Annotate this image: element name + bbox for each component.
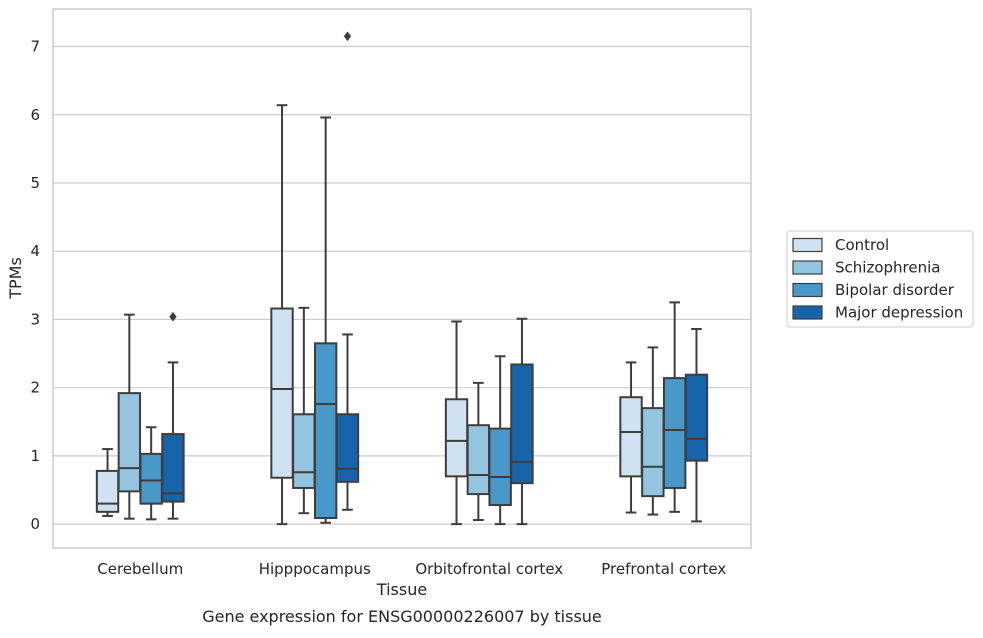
outlier-marker (343, 31, 352, 42)
box-iqr (684, 373, 709, 462)
x-tick-labels: Cerebellum Hipppocampus Orbitofrontal cort… (97, 560, 726, 578)
box (684, 327, 709, 523)
y-tick-label: 1 (30, 447, 40, 465)
y-tick-label: 2 (30, 379, 40, 397)
outlier-marker (169, 311, 177, 322)
box-iqr (510, 363, 534, 485)
box-iqr (292, 413, 316, 489)
box-iqr (466, 424, 491, 496)
legend-label: Schizophrenia (835, 259, 940, 277)
box-iqr (619, 396, 643, 478)
box-iqr (95, 469, 120, 513)
x-axis-label: Tissue (376, 580, 427, 599)
y-tick-label: 6 (30, 106, 40, 124)
legend-swatch (792, 282, 823, 298)
box (510, 317, 534, 526)
box-iqr (335, 413, 360, 483)
y-tick-labels: 0 1 2 3 4 5 6 7 (30, 38, 40, 534)
box-iqr (161, 433, 185, 503)
legend: Control Schizophrenia Bipolar disorder Majo… (786, 230, 974, 328)
x-tick-label: Orbitofrontal cortex (415, 560, 563, 578)
box (466, 381, 491, 522)
box (641, 346, 665, 516)
legend-label: Bipolar disorder (835, 281, 955, 299)
box-iqr (488, 427, 512, 507)
box-iqr (270, 307, 294, 479)
plot-frame (52, 8, 752, 549)
box (95, 448, 120, 517)
box (335, 31, 360, 511)
y-axis-label: TPMs (6, 257, 25, 300)
legend-swatch (792, 305, 823, 320)
box (444, 320, 469, 526)
box-iqr (139, 452, 163, 505)
box-iqr (641, 407, 665, 498)
box (619, 361, 643, 514)
box (662, 301, 687, 513)
box (488, 355, 512, 526)
y-tick-label: 4 (30, 242, 40, 260)
y-tick-label: 7 (30, 38, 40, 56)
chart-caption: Gene expression for ENSG00000226007 by t… (202, 607, 602, 626)
box (117, 313, 142, 520)
box (139, 426, 163, 521)
x-tick-label: Prefrontal cortex (601, 560, 726, 578)
y-tick-label: 5 (30, 174, 40, 192)
box-iqr (444, 398, 469, 478)
box-iqr (117, 392, 142, 493)
box (313, 116, 338, 524)
legend-swatch (792, 260, 823, 275)
legend-frame (786, 230, 974, 328)
legend-label: Control (835, 236, 889, 254)
legend-label: Major depression (835, 304, 963, 322)
box (270, 104, 294, 526)
box (292, 306, 316, 515)
box-iqr (313, 342, 338, 519)
boxplot-boxes (95, 31, 709, 526)
x-tick-label: Hipppocampus (259, 560, 371, 578)
y-tick-label: 3 (30, 310, 40, 328)
box (161, 311, 185, 520)
x-tick-label: Cerebellum (97, 560, 183, 578)
legend-swatch (792, 237, 823, 253)
y-tick-label: 0 (30, 515, 40, 533)
box-iqr (662, 377, 687, 489)
